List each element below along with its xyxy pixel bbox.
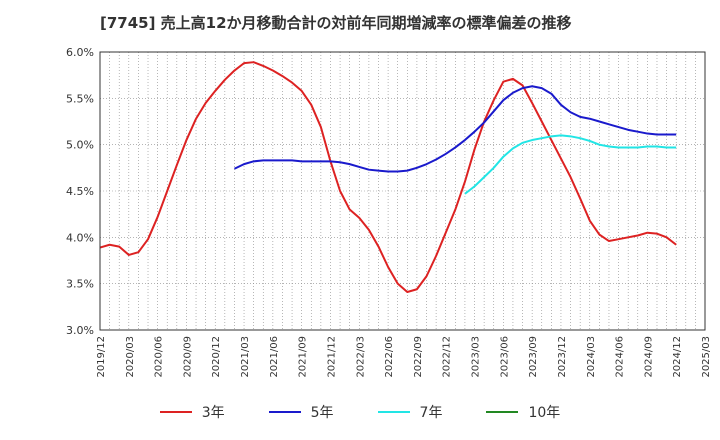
legend-label-10y: 10年 [528,405,561,421]
legend-item-3y: 3年 [159,402,225,422]
x-tick-label: 2022/06 [384,336,395,378]
y-tick-label: 5.0% [66,139,94,152]
x-tick-label: 2020/09 [182,336,193,378]
y-tick-label: 5.5% [66,92,94,105]
x-tick-label: 2024/03 [586,336,597,378]
y-tick-label: 6.0% [66,46,94,59]
legend-item-7y: 7年 [377,402,443,422]
x-tick-label: 2021/03 [240,336,251,378]
y-tick-label: 4.5% [66,185,94,198]
x-tick-label: 2024/09 [643,336,654,378]
legend-item-5y: 5年 [268,402,334,422]
y-tick-label: 3.0% [66,324,94,337]
x-tick-label: 2024/12 [672,336,683,378]
x-axis-ticks: 2019/12 2020/03 2020/06 2020/09 2020/12 2021/… [96,336,712,378]
legend-swatch-5y [268,411,301,413]
x-tick-label: 2023/03 [471,336,482,378]
legend-label-7y: 7年 [419,405,443,421]
legend-label-5y: 5年 [310,405,334,421]
x-tick-label: 2025/03 [701,336,712,378]
x-tick-label: 2020/12 [211,336,222,378]
x-tick-label: 2019/12 [96,336,107,378]
chart-title: [7745] 売上高12か月移動合計の対前年同期増減率の標準偏差の推移 [100,14,572,32]
plot-frame [99,51,706,331]
legend: 3年 5年 7年 10年 [0,402,720,422]
legend-swatch-7y [377,411,410,413]
legend-swatch-10y [486,411,519,413]
grid [100,51,705,331]
x-tick-label: 2023/09 [528,336,539,378]
x-tick-label: 2020/06 [154,336,165,378]
x-tick-label: 2023/12 [557,336,568,378]
x-tick-label: 2022/12 [442,336,453,378]
x-tick-label: 2021/09 [298,336,309,378]
y-axis-ticks: 3.0% 3.5% 4.0% 4.5% 5.0% 5.5% 6.0% [66,46,94,337]
y-tick-label: 3.5% [66,278,94,291]
x-tick-label: 2022/03 [355,336,366,378]
legend-label-3y: 3年 [201,405,225,421]
series-line-5年 [234,85,677,173]
x-tick-label: 2023/06 [499,336,510,378]
series-lines [99,61,677,294]
x-tick-label: 2024/06 [615,336,626,378]
y-tick-label: 4.0% [66,231,94,244]
series-line-7年 [464,134,677,195]
x-tick-label: 2020/03 [125,336,136,378]
x-tick-label: 2021/06 [269,336,280,378]
legend-item-10y: 10年 [486,402,560,422]
series-line-3年 [99,61,677,294]
legend-swatch-3y [159,411,192,413]
x-tick-label: 2021/12 [326,336,337,378]
x-tick-label: 2022/09 [413,336,424,378]
